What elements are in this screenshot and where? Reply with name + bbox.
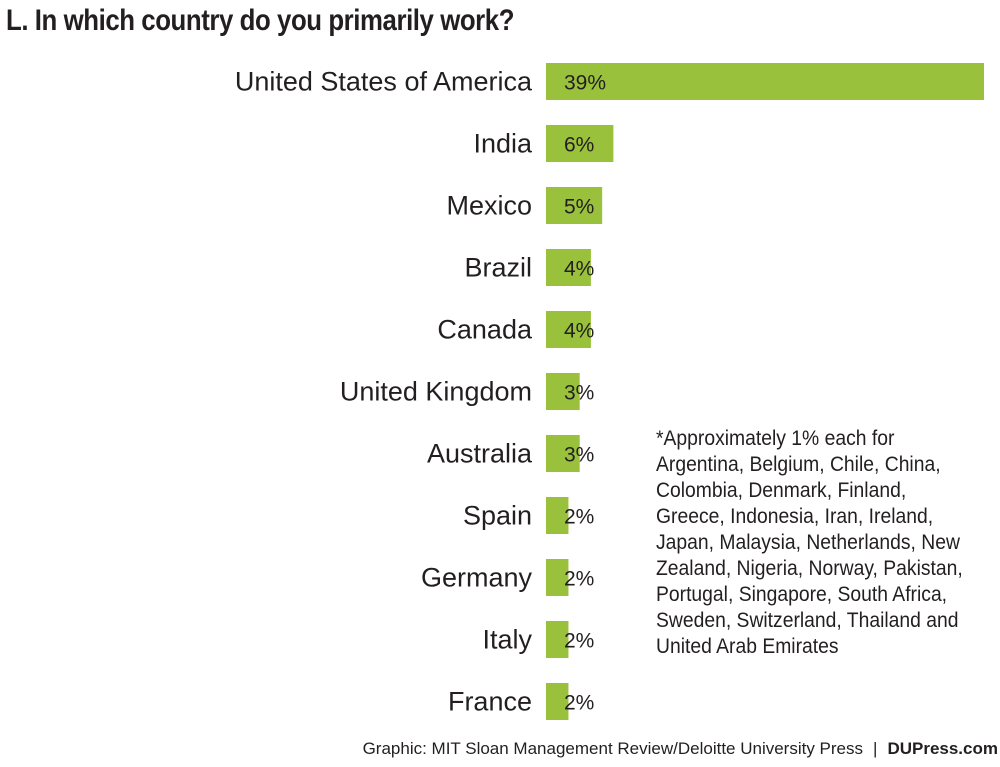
value-label: 6% <box>564 134 594 157</box>
bar-0 <box>546 63 984 100</box>
chart-title: L. In which country do you primarily wor… <box>6 4 515 37</box>
value-label: 39% <box>564 72 606 95</box>
bar-10 <box>546 683 569 720</box>
value-label: 2% <box>564 692 594 715</box>
category-label: United Kingdom <box>340 377 532 407</box>
source-url: DUPress.com <box>887 739 998 758</box>
category-label: Germany <box>421 563 533 593</box>
category-label: Mexico <box>446 191 532 221</box>
value-label: 2% <box>564 506 594 529</box>
category-label: Spain <box>463 501 532 531</box>
bar-4 <box>546 311 591 348</box>
source-credit: Graphic: MIT Sloan Management Review/Del… <box>363 739 998 759</box>
value-label: 4% <box>564 320 594 343</box>
source-separator: | <box>873 739 878 758</box>
bar-6 <box>546 435 580 472</box>
bar-5 <box>546 373 580 410</box>
category-label: Italy <box>482 625 532 655</box>
bar-7 <box>546 497 569 534</box>
category-label: France <box>448 687 532 717</box>
value-label: 2% <box>564 568 594 591</box>
source-text: Graphic: MIT Sloan Management Review/Del… <box>362 739 864 758</box>
bar-2 <box>546 187 603 224</box>
value-label: 3% <box>564 382 594 405</box>
category-label: Canada <box>437 315 533 345</box>
value-label: 2% <box>564 630 594 653</box>
category-label: United States of America <box>235 67 533 97</box>
category-label: Brazil <box>464 253 532 283</box>
bar-9 <box>546 621 569 658</box>
value-label: 5% <box>564 196 594 219</box>
value-label: 4% <box>564 258 594 281</box>
footnote: *Approximately 1% each for Argentina, Be… <box>656 427 963 658</box>
bar-3 <box>546 249 591 286</box>
category-label: Australia <box>427 439 533 469</box>
value-label: 3% <box>564 444 594 467</box>
bar-1 <box>546 125 614 162</box>
bar-8 <box>546 559 569 596</box>
category-label: India <box>473 129 533 159</box>
